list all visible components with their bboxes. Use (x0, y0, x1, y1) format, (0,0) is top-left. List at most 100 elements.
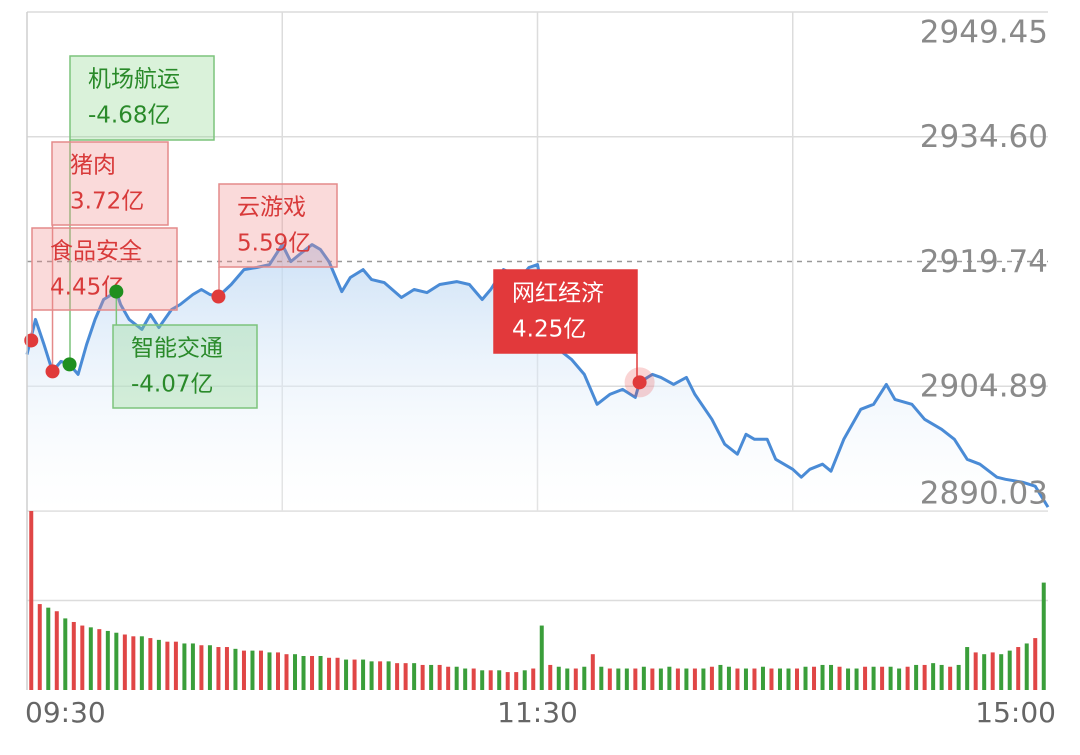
volume-bar (88, 627, 93, 690)
volume-bar (463, 668, 468, 690)
volume-bar (63, 618, 68, 690)
volume-bar (267, 652, 272, 690)
volume-bar (505, 672, 510, 690)
volume-bar (863, 666, 868, 690)
annotation-value: 5.59亿 (237, 231, 311, 257)
volume-bar (54, 611, 59, 690)
volume-bar (454, 666, 459, 690)
y-tick-label: 2949.45 (920, 15, 1048, 51)
annotation-title: 机场航运 (88, 67, 180, 93)
volume-bar (335, 657, 340, 690)
volume-bar (701, 668, 706, 690)
volume-bar (131, 636, 136, 690)
volume-bar (514, 672, 519, 690)
volume-bar (786, 668, 791, 690)
volume-bar (684, 668, 689, 690)
volume-bar (156, 639, 161, 690)
volume-bar (948, 666, 953, 690)
volume-bar (386, 661, 391, 690)
y-tick-label: 2904.89 (920, 369, 1048, 405)
volume-bar (888, 666, 893, 690)
volume-bar (752, 668, 757, 690)
volume-bar (931, 663, 936, 690)
volume-bar (599, 666, 604, 690)
volume-bar (412, 663, 417, 690)
volume-bar (769, 668, 774, 690)
annotation-box (31, 227, 178, 311)
volume-bar (352, 659, 357, 690)
volume-bar (846, 668, 851, 690)
volume-bar (318, 655, 323, 690)
volume-bar (139, 636, 144, 690)
volume-bar (548, 664, 553, 690)
volume-bar (939, 664, 944, 690)
annotation-box (493, 269, 638, 354)
annotation-value: -4.07亿 (131, 372, 214, 398)
annotation-value: -4.68亿 (88, 103, 171, 129)
volume-bar (982, 654, 987, 690)
volume-bar (105, 630, 110, 690)
volume-bar (675, 668, 680, 690)
volume-bar (114, 632, 119, 690)
annotation-title: 网红经济 (512, 281, 604, 307)
volume-bar (216, 647, 221, 690)
annotation-dot (109, 284, 124, 299)
volume-bar (812, 666, 817, 690)
annotation-dot (24, 333, 39, 348)
volume-bar (590, 654, 595, 690)
volume-bar (71, 621, 76, 690)
volume-bar (122, 634, 127, 690)
y-tick-label: 2934.60 (920, 119, 1048, 155)
volume-bar (556, 666, 561, 690)
volume-bar (327, 657, 332, 690)
volume-bar (633, 668, 638, 690)
volume-bar (207, 645, 212, 690)
volume-bar (1024, 643, 1029, 690)
x-tick-label: 09:30 (25, 696, 106, 729)
volume-bar (446, 666, 451, 690)
volume-bar (80, 625, 85, 690)
volume-bar (582, 666, 587, 690)
volume-bar (403, 663, 408, 690)
annotation-dot (632, 375, 647, 390)
x-tick-label: 11:30 (497, 696, 578, 729)
volume-bar (667, 666, 672, 690)
volume-bar (361, 659, 366, 690)
volume-bar (480, 670, 485, 690)
annotation-box (218, 183, 338, 268)
annotation-dot (211, 289, 226, 304)
volume-bar (854, 668, 859, 690)
volume-bar (1033, 638, 1038, 690)
volume-bar (880, 666, 885, 690)
volume-bar (641, 666, 646, 690)
y-tick-label: 2890.03 (920, 476, 1048, 512)
volume-bar (190, 643, 195, 690)
volume-bar (497, 670, 502, 690)
volume-bar (29, 511, 34, 690)
annotation-box (69, 55, 215, 141)
volume-bar (37, 604, 42, 690)
volume-bar (922, 664, 927, 690)
volume-bar (258, 650, 263, 690)
volume-bar (522, 670, 527, 690)
volume-bar (650, 668, 655, 690)
volume-bar (820, 664, 825, 690)
volume-bar (658, 668, 663, 690)
volume-bar (378, 661, 383, 690)
volume-bar (743, 668, 748, 690)
volume-bar (310, 655, 315, 690)
annotation-title: 猪肉 (70, 153, 116, 179)
annotation-dot (62, 357, 77, 372)
volume-bar (284, 654, 289, 690)
volume-bar (999, 654, 1004, 690)
volume-bar (803, 666, 808, 690)
volume-bar (573, 668, 578, 690)
volume-bar (990, 652, 995, 690)
volume-bar (905, 666, 910, 690)
volume-bar (241, 650, 246, 690)
annotation-dot (45, 364, 60, 379)
annotation-box (51, 141, 169, 226)
x-tick-label: 15:00 (975, 696, 1056, 729)
volume-bar (718, 664, 723, 690)
volume-bar (97, 629, 102, 690)
